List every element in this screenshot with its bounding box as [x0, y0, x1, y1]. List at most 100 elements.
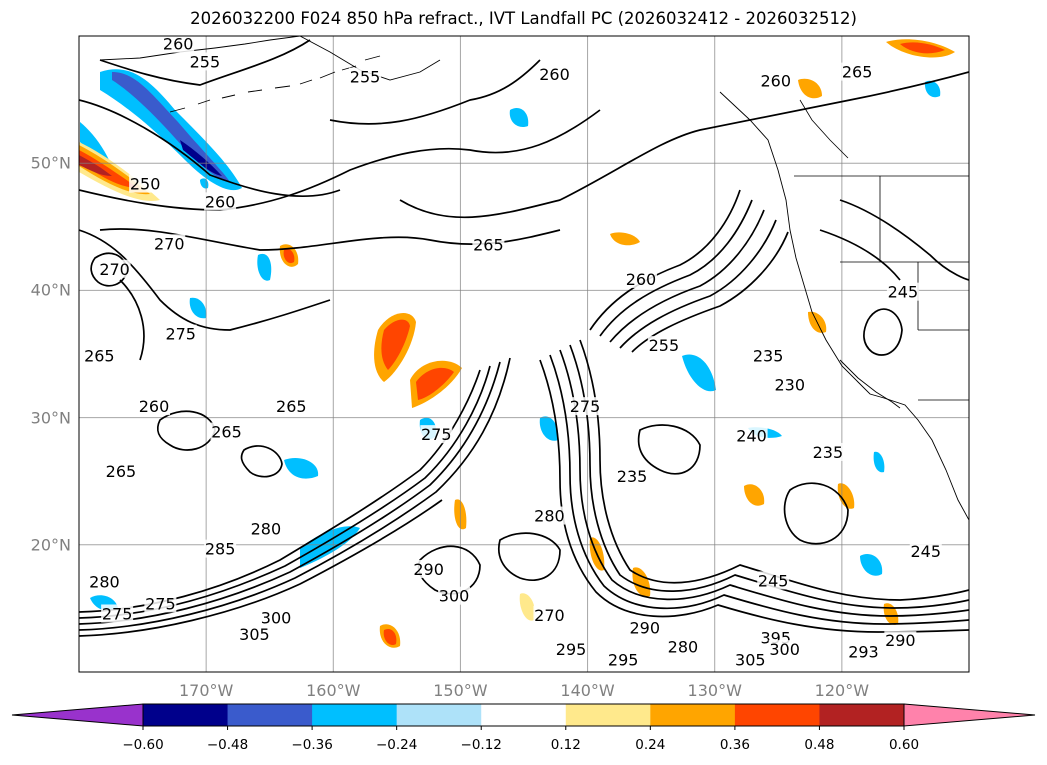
contour-label: 280	[668, 638, 699, 657]
contour-label-background	[260, 608, 293, 627]
contour-label: 255	[649, 336, 680, 355]
contour-label: 255	[190, 52, 221, 71]
negative-anomaly-region	[180, 140, 222, 176]
contour-label-background	[847, 642, 880, 661]
contour-label: 240	[736, 426, 767, 445]
contour-label-background	[811, 442, 844, 461]
contour-label-background	[162, 36, 195, 53]
contour-label: 270	[534, 606, 565, 625]
colorbar-bin	[481, 704, 567, 726]
baja-california-coastline	[839, 359, 901, 409]
contour-label-background	[884, 631, 917, 650]
colorbar-tick-label: −0.60	[122, 737, 164, 753]
contour-label-background	[841, 62, 874, 81]
contour-label-background	[607, 650, 640, 669]
contour-label: 290	[413, 560, 444, 579]
contour-label: 265	[84, 346, 115, 365]
contour-label: 285	[205, 540, 236, 559]
contour-label-background	[412, 559, 445, 578]
contour-label-background	[666, 637, 699, 656]
contour-label-background	[886, 282, 919, 301]
contour-label: 280	[89, 573, 120, 592]
contour-label: 250	[130, 175, 161, 194]
colorbar-tick-label: −0.24	[375, 737, 418, 753]
contour-label-background	[98, 259, 131, 278]
colorbar-bin	[396, 704, 482, 726]
contour-label-background	[104, 462, 137, 481]
colorbar-bin	[819, 704, 905, 726]
colorbar-tick-label: 0.48	[804, 737, 835, 753]
colorbar-tick-label: 0.12	[550, 737, 581, 753]
contour-label-background	[768, 640, 801, 659]
contour-label: 270	[154, 234, 185, 253]
contour-label: 245	[910, 542, 941, 561]
contour-label: 265	[276, 397, 307, 416]
contour-label: 305	[239, 625, 270, 644]
contour-label: 300	[261, 608, 292, 627]
colorbar-extend-min	[11, 703, 144, 727]
map-title: 2026032200 F024 850 hPa refract., IVT La…	[190, 9, 857, 28]
contour-label-background	[759, 71, 792, 90]
contour-label-background	[555, 640, 588, 659]
contour-label-background	[472, 235, 505, 254]
contour-label: 260	[139, 397, 170, 416]
contour-label-background	[569, 397, 602, 416]
contour-label-background	[129, 174, 162, 193]
contour-label: 260	[760, 72, 791, 91]
contour-label-background	[420, 425, 453, 444]
contour-label: 230	[774, 376, 805, 395]
contour-label: 275	[165, 325, 196, 344]
contour-label: 265	[473, 236, 504, 255]
longitude-label: 130°W	[687, 681, 742, 700]
contour-label: 265	[211, 423, 242, 442]
colorbar-bin	[734, 704, 820, 726]
contour-label: 235	[753, 346, 784, 365]
alaska-coastline	[99, 36, 301, 61]
alaska-canada-border	[799, 99, 849, 159]
contour-label: 280	[534, 507, 565, 526]
latitude-label: 30°N	[30, 408, 71, 428]
contour-label-background	[752, 346, 785, 365]
contour-label-background	[138, 397, 171, 416]
contour-label-background	[204, 192, 237, 211]
contour-label: 293	[848, 643, 879, 662]
colorbar-tick-label: −0.36	[291, 737, 333, 753]
contour-label: 280	[251, 519, 282, 538]
contour-label: 300	[769, 640, 800, 659]
colorbar-bin	[312, 704, 398, 726]
contour-label: 305	[735, 650, 766, 669]
contour-label: 275	[145, 594, 176, 613]
colorbar-extend-max	[903, 703, 1036, 727]
contour-label: 270	[99, 260, 130, 279]
contour-label-background	[533, 506, 566, 525]
contour-label-background	[735, 426, 768, 445]
contour-label-background	[533, 605, 566, 624]
contour-label: 235	[813, 443, 844, 462]
colorbar	[11, 703, 1036, 730]
contour-label-background	[275, 397, 308, 416]
contour-label: 290	[630, 618, 661, 637]
contour-label-background	[909, 542, 942, 561]
contour-label-background	[438, 586, 471, 605]
contour-label-background	[144, 594, 177, 613]
contour-label-background	[538, 65, 571, 84]
colorbar-tick-label: 0.60	[888, 737, 920, 753]
contour-label-background	[204, 539, 237, 558]
contour-label-background	[83, 346, 116, 365]
contour-label: 300	[439, 587, 470, 606]
contour-label-background	[164, 324, 197, 343]
contour-label: 265	[106, 462, 137, 481]
contour-label-background	[757, 571, 790, 590]
contour-label: 255	[350, 68, 381, 87]
contour-label-background	[616, 467, 649, 486]
contour-label: 295	[608, 650, 639, 669]
contour-label: 260	[205, 192, 236, 211]
contour-label: 245	[758, 571, 789, 590]
colorbar-bin	[650, 704, 736, 726]
colorbar-frame	[142, 703, 905, 727]
contour-label: 245	[888, 283, 919, 302]
contour-label: 275	[570, 397, 601, 416]
contour-label-background	[773, 375, 806, 394]
longitude-label: 170°W	[178, 681, 234, 700]
